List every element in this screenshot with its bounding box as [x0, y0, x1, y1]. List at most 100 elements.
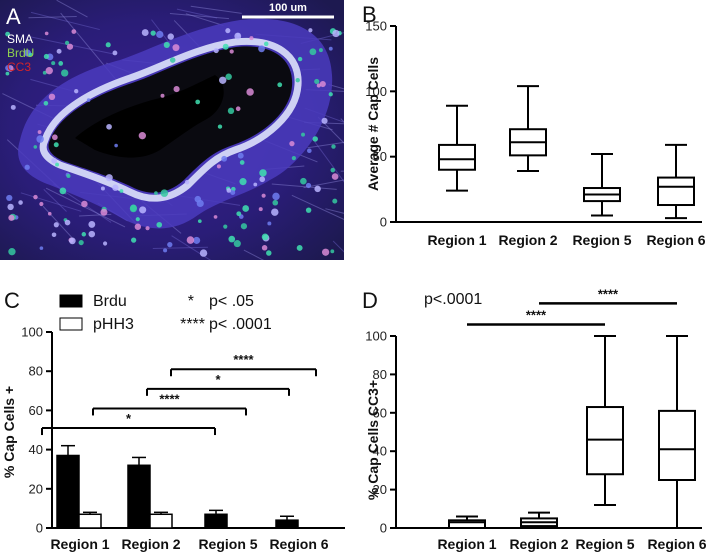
cell-nucleus — [272, 192, 280, 201]
cell-nucleus — [44, 31, 49, 36]
panel-b-letter: B — [362, 2, 377, 27]
cell-nucleus — [169, 57, 176, 63]
cell-nucleus — [240, 223, 248, 230]
tissue-fiber — [43, 189, 67, 212]
panel-a-letter: A — [6, 4, 21, 29]
cell-nucleus — [66, 173, 71, 178]
cell-nucleus — [131, 237, 137, 243]
panel-c-letter: C — [4, 288, 20, 313]
tissue-fiber — [332, 240, 344, 253]
cell-nucleus — [331, 144, 336, 149]
cell-nucleus — [53, 222, 59, 228]
cell-nucleus — [156, 221, 163, 228]
cell-nucleus — [45, 67, 53, 75]
cell-nucleus — [221, 155, 228, 162]
lumen-inner — [75, 75, 224, 158]
cell-nucleus — [6, 194, 13, 202]
significance-label: **** — [159, 391, 180, 406]
cell-nucleus — [156, 30, 164, 39]
panel-d: D p<.0001 0 20 40 60 80 100 Region 1 Region 2 Re… — [362, 286, 707, 552]
cell-nucleus — [194, 195, 202, 203]
cell-nucleus — [295, 78, 300, 83]
chart-d-ylabel: % Cap Cells CC3+ — [365, 380, 381, 500]
cell-nucleus — [296, 245, 303, 251]
tissue-fiber — [328, 84, 344, 90]
cell-nucleus — [64, 219, 71, 226]
cell-nucleus — [236, 211, 242, 217]
y-tick-label: 150 — [365, 19, 387, 34]
tissue-fiber — [303, 179, 344, 189]
cell-nucleus — [39, 246, 44, 250]
cell-nucleus — [267, 221, 272, 226]
y-tick-label: 60 — [29, 403, 43, 418]
cell-nucleus — [227, 107, 235, 115]
cell-nucleus — [330, 249, 335, 254]
tissue-fiber — [243, 249, 265, 260]
cell-nucleus — [81, 232, 87, 237]
legend-note-text-1: p< .05 — [209, 293, 254, 310]
cell-nucleus — [319, 80, 326, 88]
cell-nucleus — [272, 199, 279, 206]
cell-nucleus — [5, 65, 12, 72]
cell-nucleus — [53, 142, 59, 148]
tissue-fiber — [291, 194, 344, 221]
cell-nucleus — [233, 240, 241, 248]
cell-nucleus — [51, 157, 58, 164]
cell-nucleus — [266, 250, 272, 256]
cell-nucleus — [300, 177, 307, 185]
cell-nucleus — [105, 42, 111, 48]
significance-label: **** — [233, 352, 254, 367]
cell-nucleus — [88, 220, 96, 228]
cell-nucleus — [330, 167, 336, 173]
chart-d: 0 20 40 60 80 100 Region 1 Region 2 Region 5 Regi… — [365, 286, 706, 552]
cell-nucleus — [249, 36, 254, 41]
stain-label-cc3: CC3 — [7, 60, 31, 74]
x-tick-label: Region 6 — [647, 536, 706, 552]
cell-nucleus — [154, 191, 158, 195]
cell-nucleus — [332, 29, 340, 38]
y-tick-label: 80 — [29, 364, 43, 379]
y-tick-label: 0 — [380, 521, 387, 536]
significance-label: **** — [598, 286, 619, 301]
cell-nucleus — [318, 48, 323, 53]
cell-nucleus — [47, 211, 52, 216]
cell-nucleus — [86, 98, 91, 102]
cell-nucleus — [331, 173, 339, 180]
cell-nucleus — [239, 178, 247, 186]
cell-nucleus — [229, 49, 234, 54]
x-tick-label: Region 1 — [437, 536, 496, 552]
cell-nucleus — [197, 219, 202, 224]
panel-b: B 0 50 100 150 Region 1 Region 2 Region 5 Regio… — [362, 2, 706, 248]
cell-nucleus — [291, 156, 296, 161]
x-tick-label: Region 1 — [427, 232, 486, 248]
y-tick-label: 40 — [373, 444, 387, 459]
box-iqr — [658, 409, 696, 482]
cell-nucleus — [24, 164, 30, 170]
x-tick-label: Region 5 — [572, 232, 631, 248]
x-tick-label: Region 5 — [575, 536, 634, 552]
significance-label: **** — [526, 307, 547, 322]
cell-nucleus — [105, 174, 113, 182]
cell-nucleus — [61, 69, 69, 77]
cell-nucleus — [271, 208, 279, 216]
x-tick-label: Region 6 — [269, 536, 328, 552]
cell-nucleus — [28, 52, 33, 57]
cell-nucleus — [163, 41, 170, 49]
cell-nucleus — [217, 124, 223, 129]
chart-b: 0 50 100 150 Region 1 Region 2 Region 5 Region … — [365, 19, 705, 249]
cell-nucleus — [5, 71, 10, 76]
cell-nucleus — [309, 48, 317, 56]
cell-nucleus — [106, 123, 112, 130]
cell-nucleus — [321, 248, 330, 256]
cell-nucleus — [225, 28, 231, 34]
cell-nucleus — [253, 182, 258, 187]
y-tick-label: 0 — [380, 215, 387, 230]
cell-nucleus — [167, 33, 174, 40]
cell-nucleus — [138, 132, 147, 140]
cell-nucleus — [172, 44, 180, 52]
cell-nucleus — [230, 190, 236, 196]
cell-nucleus — [135, 217, 140, 222]
cell-nucleus — [42, 70, 47, 75]
cell-nucleus — [66, 43, 74, 50]
cell-nucleus — [258, 45, 265, 53]
